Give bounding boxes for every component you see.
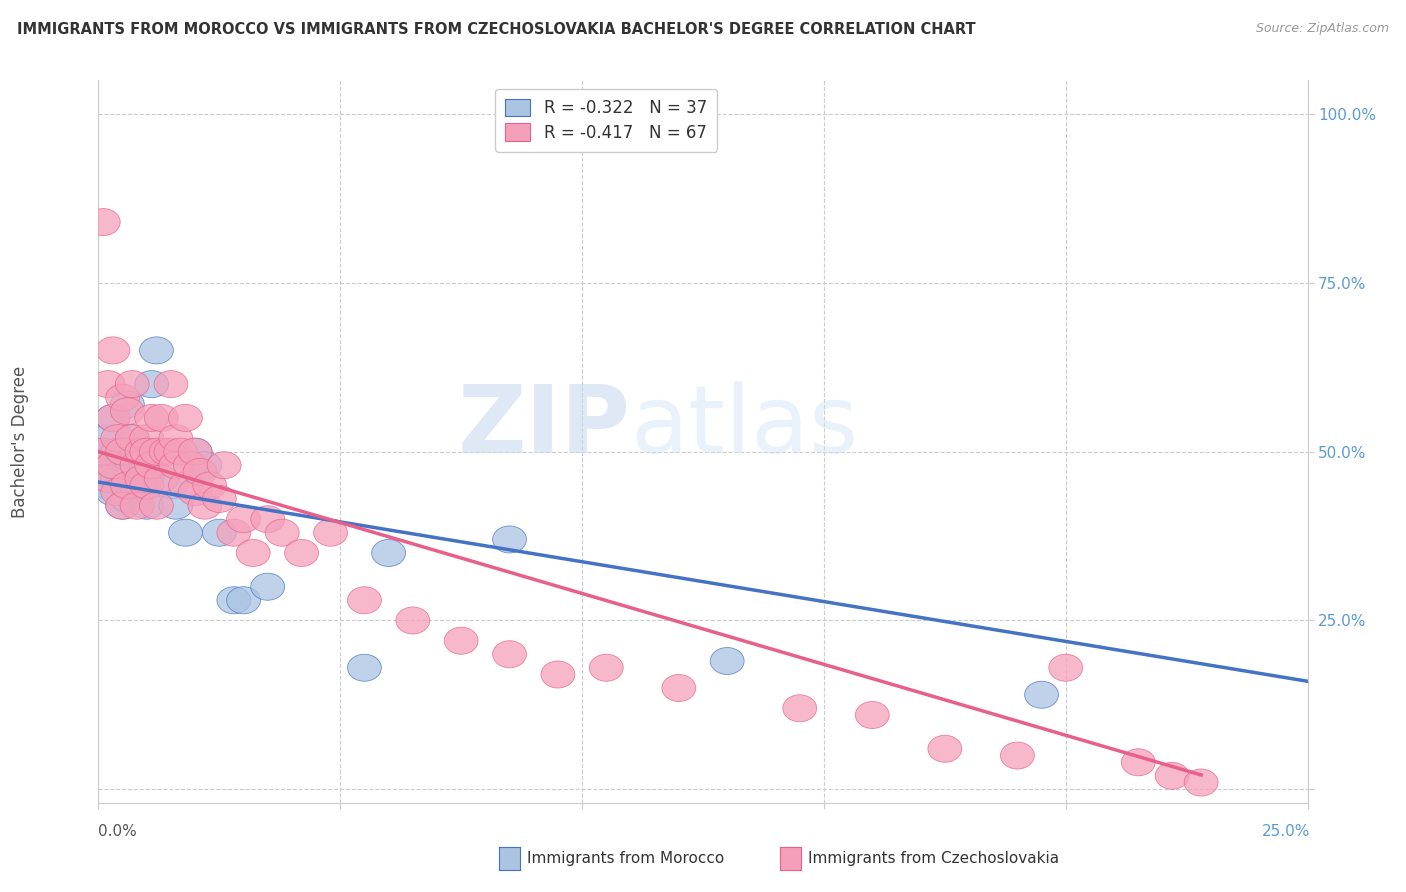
Text: Source: ZipAtlas.com: Source: ZipAtlas.com <box>1256 22 1389 36</box>
Y-axis label: Bachelor's Degree: Bachelor's Degree <box>11 366 30 517</box>
Text: Immigrants from Czechoslovakia: Immigrants from Czechoslovakia <box>808 851 1060 865</box>
Text: 25.0%: 25.0% <box>1263 824 1310 838</box>
Legend: R = -0.322   N = 37, R = -0.417   N = 67: R = -0.322 N = 37, R = -0.417 N = 67 <box>495 88 717 152</box>
Text: ZIP: ZIP <box>457 381 630 473</box>
Text: 0.0%: 0.0% <box>98 824 138 838</box>
Text: IMMIGRANTS FROM MOROCCO VS IMMIGRANTS FROM CZECHOSLOVAKIA BACHELOR'S DEGREE CORR: IMMIGRANTS FROM MOROCCO VS IMMIGRANTS FR… <box>17 22 976 37</box>
Text: atlas: atlas <box>630 381 859 473</box>
Text: Immigrants from Morocco: Immigrants from Morocco <box>527 851 724 865</box>
